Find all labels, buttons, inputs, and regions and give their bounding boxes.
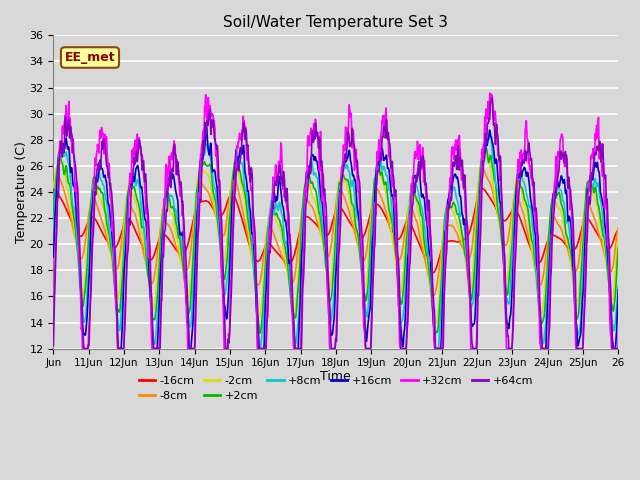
-16cm: [608, 242, 616, 248]
+32cm: [49, 297, 57, 302]
+8cm: [138, 205, 145, 211]
-2cm: [138, 228, 145, 234]
Legend: -16cm, -8cm, -2cm, +2cm, +8cm, +16cm, +32cm, +64cm: -16cm, -8cm, -2cm, +2cm, +8cm, +16cm, +3…: [134, 372, 538, 406]
+32cm: [321, 216, 329, 222]
-8cm: [479, 166, 486, 171]
+64cm: [138, 165, 146, 171]
Line: -8cm: -8cm: [53, 168, 618, 295]
+8cm: [49, 225, 57, 231]
+32cm: [553, 185, 561, 191]
+8cm: [486, 131, 494, 136]
-16cm: [49, 187, 57, 193]
+64cm: [321, 199, 329, 204]
-8cm: [614, 225, 622, 230]
+16cm: [203, 124, 211, 130]
+16cm: [553, 180, 561, 185]
-8cm: [321, 248, 329, 253]
+32cm: [470, 346, 477, 351]
Line: -2cm: -2cm: [53, 156, 618, 323]
-8cm: [608, 268, 616, 274]
+8cm: [255, 346, 263, 351]
+16cm: [614, 287, 622, 293]
+2cm: [310, 186, 318, 192]
-16cm: [138, 241, 145, 247]
+2cm: [431, 331, 439, 336]
-16cm: [470, 215, 477, 220]
-2cm: [614, 235, 622, 241]
+64cm: [49, 343, 57, 348]
-16cm: [479, 186, 486, 192]
Line: +8cm: +8cm: [53, 133, 618, 348]
+32cm: [138, 152, 146, 158]
+16cm: [115, 346, 122, 351]
-2cm: [432, 320, 440, 326]
-2cm: [49, 184, 57, 190]
Line: -16cm: -16cm: [53, 189, 618, 273]
Line: +32cm: +32cm: [53, 93, 618, 348]
+8cm: [608, 315, 616, 321]
+64cm: [608, 329, 616, 335]
+2cm: [614, 245, 622, 251]
-8cm: [49, 182, 57, 188]
-16cm: [310, 219, 318, 225]
-2cm: [608, 297, 616, 302]
+16cm: [608, 325, 616, 331]
Line: +64cm: +64cm: [53, 98, 618, 348]
+2cm: [138, 224, 145, 230]
-2cm: [321, 256, 329, 262]
+32cm: [486, 90, 493, 96]
+2cm: [321, 254, 329, 260]
+64cm: [470, 346, 477, 351]
-2cm: [470, 264, 477, 270]
+8cm: [311, 170, 319, 176]
+32cm: [608, 346, 616, 351]
+8cm: [614, 282, 622, 288]
-2cm: [553, 201, 561, 206]
-8cm: [429, 292, 437, 298]
-16cm: [553, 234, 561, 240]
-16cm: [429, 270, 436, 276]
+2cm: [49, 208, 57, 214]
+32cm: [614, 329, 622, 335]
+32cm: [311, 131, 319, 136]
-8cm: [470, 233, 477, 239]
Title: Soil/Water Temperature Set 3: Soil/Water Temperature Set 3: [223, 15, 449, 30]
Line: +2cm: +2cm: [53, 148, 618, 334]
+2cm: [608, 302, 616, 308]
Line: +16cm: +16cm: [53, 127, 618, 348]
-2cm: [482, 153, 490, 158]
+16cm: [49, 254, 57, 260]
+16cm: [138, 187, 146, 193]
+16cm: [470, 321, 477, 327]
+16cm: [311, 154, 319, 160]
+64cm: [488, 95, 496, 101]
+8cm: [321, 252, 329, 258]
+64cm: [80, 346, 88, 351]
X-axis label: Time: Time: [321, 370, 351, 383]
Y-axis label: Temperature (C): Temperature (C): [15, 141, 28, 243]
-8cm: [310, 209, 318, 215]
+64cm: [311, 136, 319, 142]
+16cm: [322, 244, 330, 250]
+8cm: [553, 180, 561, 186]
-16cm: [614, 228, 622, 233]
-16cm: [321, 232, 329, 238]
-2cm: [310, 197, 318, 203]
+64cm: [553, 189, 561, 194]
Text: EE_met: EE_met: [65, 51, 115, 64]
-8cm: [553, 219, 561, 225]
+2cm: [553, 193, 561, 199]
+2cm: [483, 145, 490, 151]
+2cm: [470, 283, 477, 289]
+32cm: [79, 346, 86, 351]
+8cm: [470, 299, 477, 304]
-8cm: [138, 242, 145, 248]
+64cm: [614, 346, 622, 351]
